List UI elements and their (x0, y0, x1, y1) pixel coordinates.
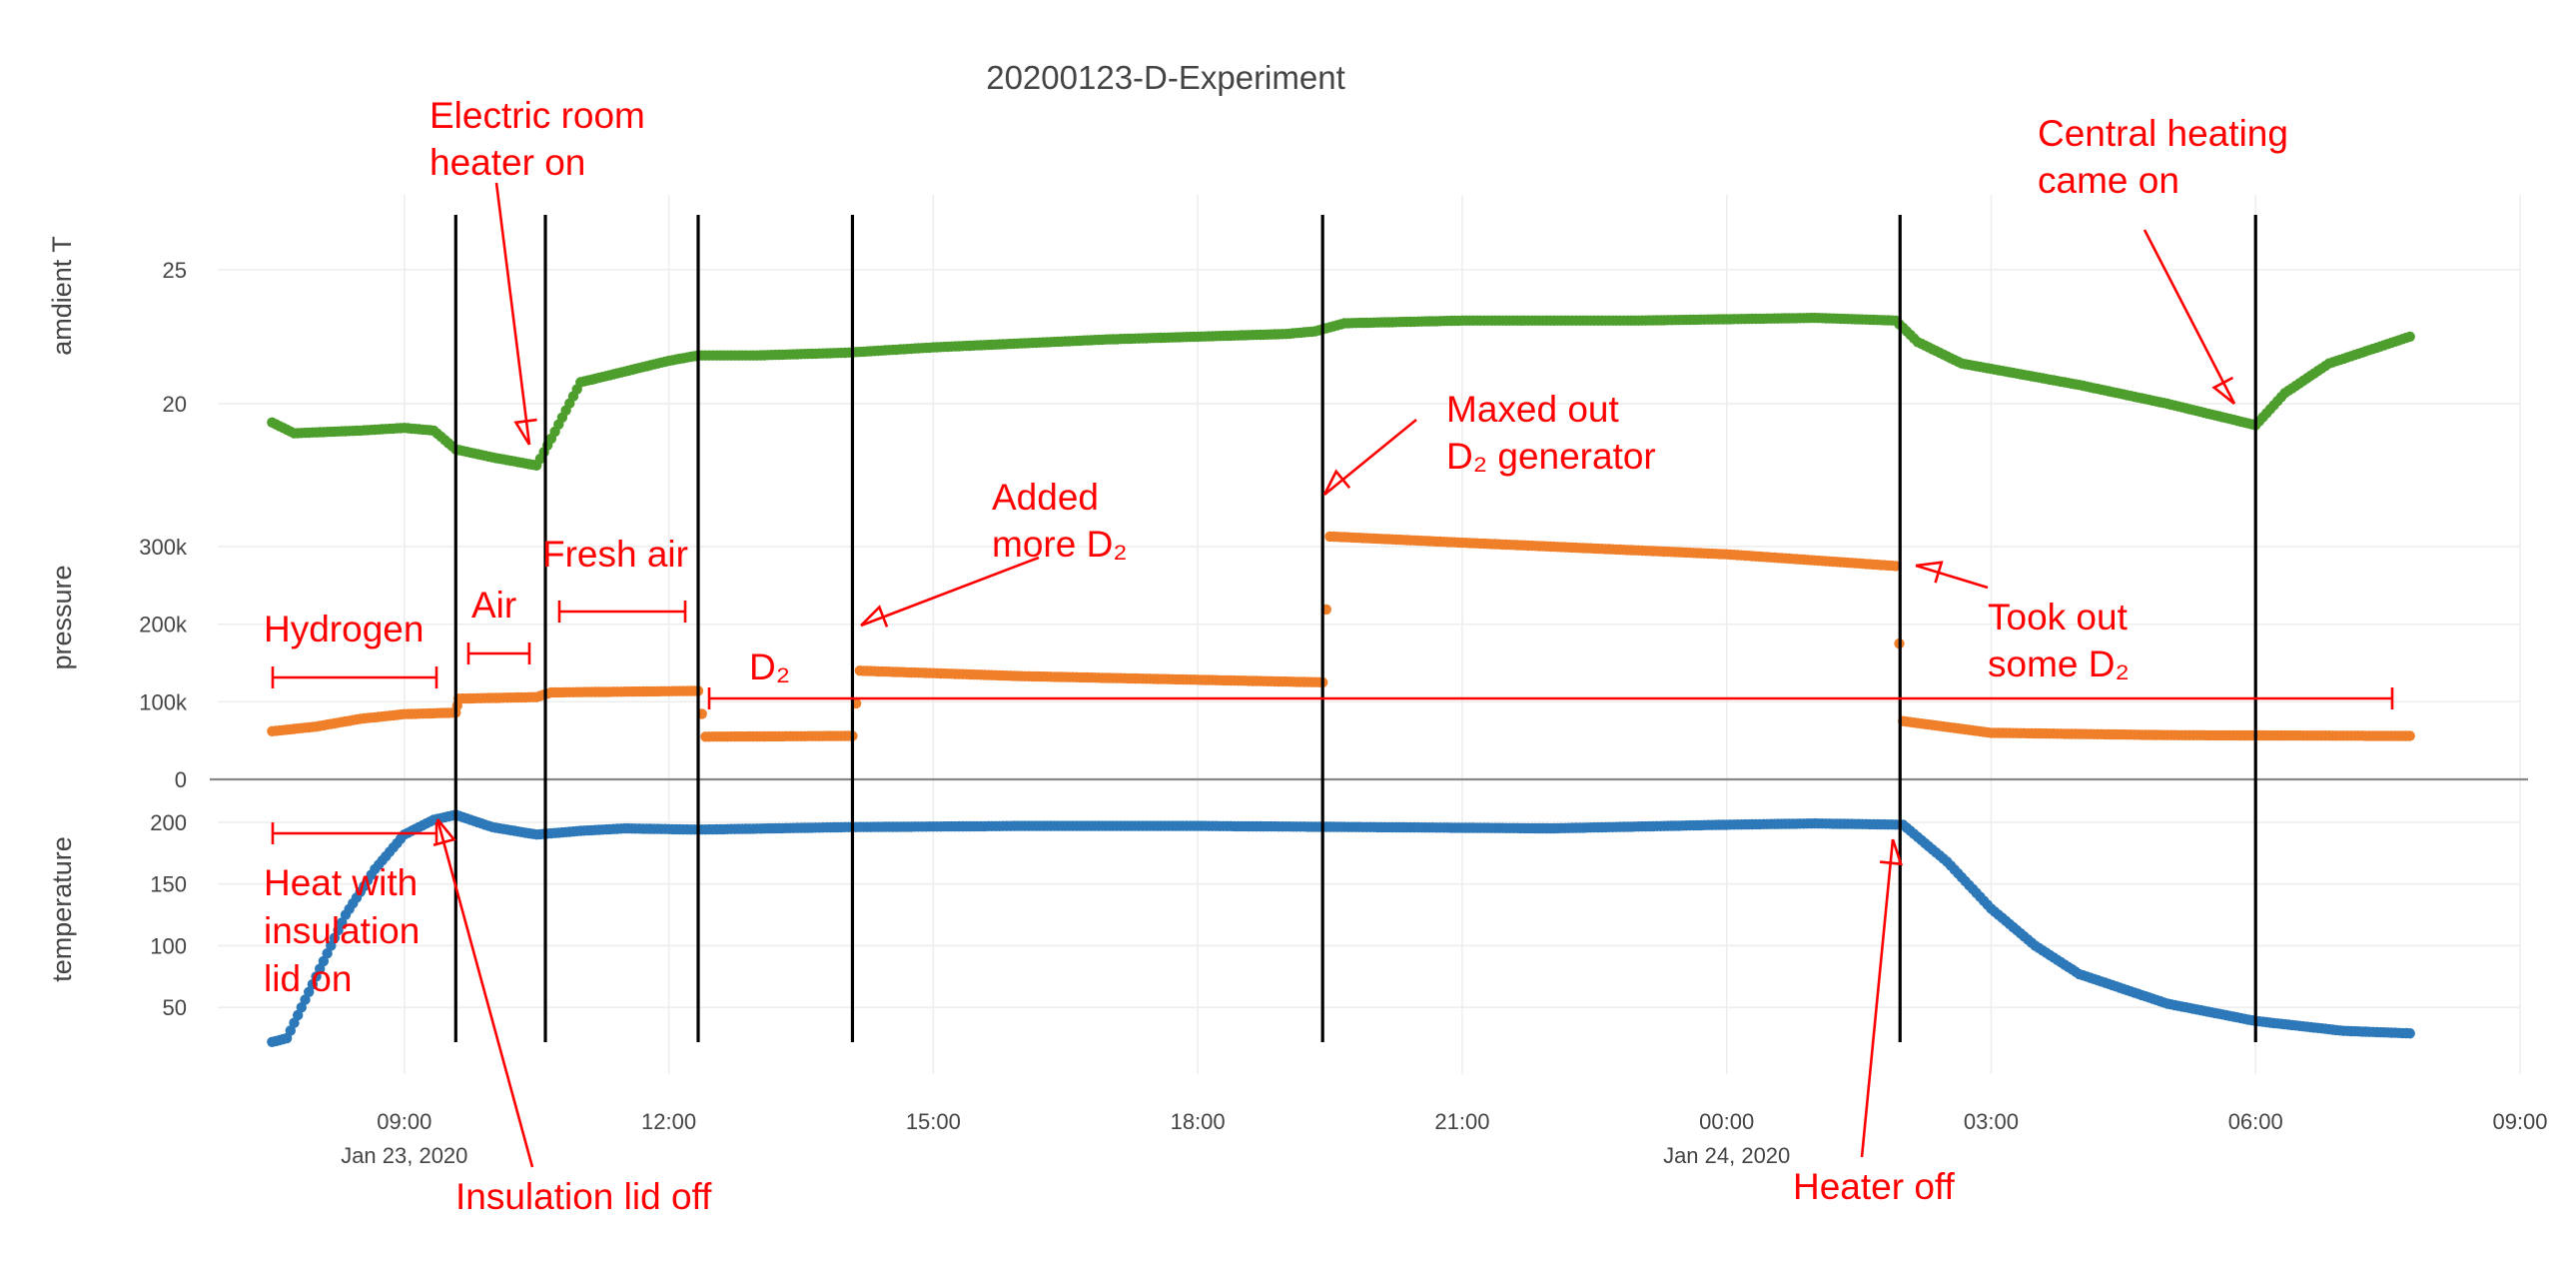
annotation-fresh-air: Fresh air (542, 534, 688, 575)
y-tick-label: 25 (163, 258, 187, 283)
arrow-heater-off-head (1879, 838, 1904, 866)
data-point (2404, 1028, 2415, 1039)
annotation-insulation-lid-off: Insulation lid off (455, 1176, 712, 1217)
x-tick-label: 09:00 (2492, 1109, 2547, 1134)
vertical-lines-layer (453, 215, 2257, 1042)
annotation-central-heating: Central heating (2038, 113, 2288, 154)
y-tick-label: 100 (150, 933, 187, 958)
data-point (307, 978, 319, 990)
arrow-insulation-lid-off (435, 818, 534, 1168)
arrow-insulation-lid-off-head (432, 818, 456, 846)
y-tick-label: 200 (150, 810, 187, 835)
arrow-added-more-head (860, 605, 889, 628)
arrow-took-out-head (1915, 561, 1944, 584)
y-tick-label: 200k (139, 613, 188, 638)
data-point (322, 948, 333, 959)
series-layer (267, 312, 2415, 1048)
x-tick-label: 09:00 (377, 1109, 431, 1134)
annotation-heat-with-lid: lid on (264, 958, 352, 999)
y-tick-label: 100k (139, 689, 188, 714)
grid-layer (210, 195, 2528, 1074)
annotation-maxed-out: Maxed out (1446, 389, 1619, 430)
annotation-electric-heater: heater on (429, 142, 585, 183)
annotation-heater-off: Heater off (1793, 1166, 1956, 1207)
arrow-central-heating (2143, 229, 2236, 405)
data-point (318, 955, 330, 967)
data-point (304, 986, 315, 997)
annotation-added-more: more D₂ (992, 524, 1128, 565)
data-point (2404, 730, 2415, 741)
x-tick-label: 12:00 (641, 1109, 696, 1134)
annotation-electric-heater: Electric room (429, 95, 645, 136)
data-point (300, 994, 311, 1005)
annotation-hydrogen: Hydrogen (264, 609, 424, 649)
x-tick-label: 21:00 (1434, 1109, 1489, 1134)
y-axis-title: pressure (47, 565, 77, 669)
data-point (289, 1017, 300, 1028)
x-tick-label: 18:00 (1171, 1109, 1226, 1134)
x-tick-sublabel: Jan 24, 2020 (1663, 1143, 1790, 1168)
arrow-electric-heater (494, 182, 531, 446)
data-point (329, 932, 341, 943)
data-point (333, 924, 344, 936)
data-point (315, 963, 326, 974)
y-tick-label: 150 (150, 872, 187, 897)
x-tick-label: 00:00 (1699, 1109, 1754, 1134)
data-point (2404, 331, 2415, 343)
arrow-added-more (860, 556, 1040, 628)
data-point (296, 1002, 307, 1013)
series-temperature (267, 809, 2415, 1048)
annotation-d2: D₂ (749, 646, 790, 687)
annotation-heat-with-lid: insulation (264, 910, 420, 951)
x-tick-label: 06:00 (2228, 1109, 2283, 1134)
data-point (285, 1025, 296, 1036)
y-tick-label: 20 (163, 392, 187, 417)
arrow-maxed-out (1323, 418, 1417, 497)
annotation-central-heating: came on (2038, 160, 2179, 201)
arrow-electric-heater-head (513, 418, 537, 446)
y-tick-label: 0 (175, 767, 187, 792)
ticks-layer: 09:00 Jan 23, 2020 12:00 15:00 18:00 21:00 00:… (47, 236, 2548, 1168)
arrow-took-out (1915, 564, 1989, 590)
y-tick-label: 300k (139, 535, 188, 560)
arrow-central-heating-head (2211, 376, 2235, 406)
arrow-maxed-out-head (1322, 469, 1351, 496)
arrow-heater-off (1860, 838, 1895, 1158)
x-tick-label: 03:00 (1964, 1109, 2019, 1134)
data-point (1890, 561, 1902, 572)
y-axis-title: amdient T (47, 236, 77, 356)
y-axis-title: temperature (47, 836, 77, 982)
y-tick-label: 50 (163, 995, 187, 1020)
annotation-added-more: Added (992, 477, 1099, 518)
data-point (281, 1032, 293, 1044)
x-tick-sublabel: Jan 23, 2020 (341, 1143, 467, 1168)
chart-title: 20200123-D-Experiment (986, 59, 1345, 96)
annotation-took-out: Took out (1988, 597, 2129, 638)
series-ambient (267, 312, 2415, 471)
annotations-layer: Electric room heater on Hydrogen Air Fresh a… (264, 95, 2394, 1217)
x-tick-label: 15:00 (906, 1109, 961, 1134)
series-pressure (267, 531, 2415, 742)
annotation-heat-with-lid: Heat with (264, 862, 418, 903)
data-point (337, 917, 348, 928)
annotation-maxed-out: D₂ generator (1446, 436, 1656, 477)
annotation-took-out: some D₂ (1988, 643, 2130, 684)
annotation-air: Air (471, 585, 516, 626)
